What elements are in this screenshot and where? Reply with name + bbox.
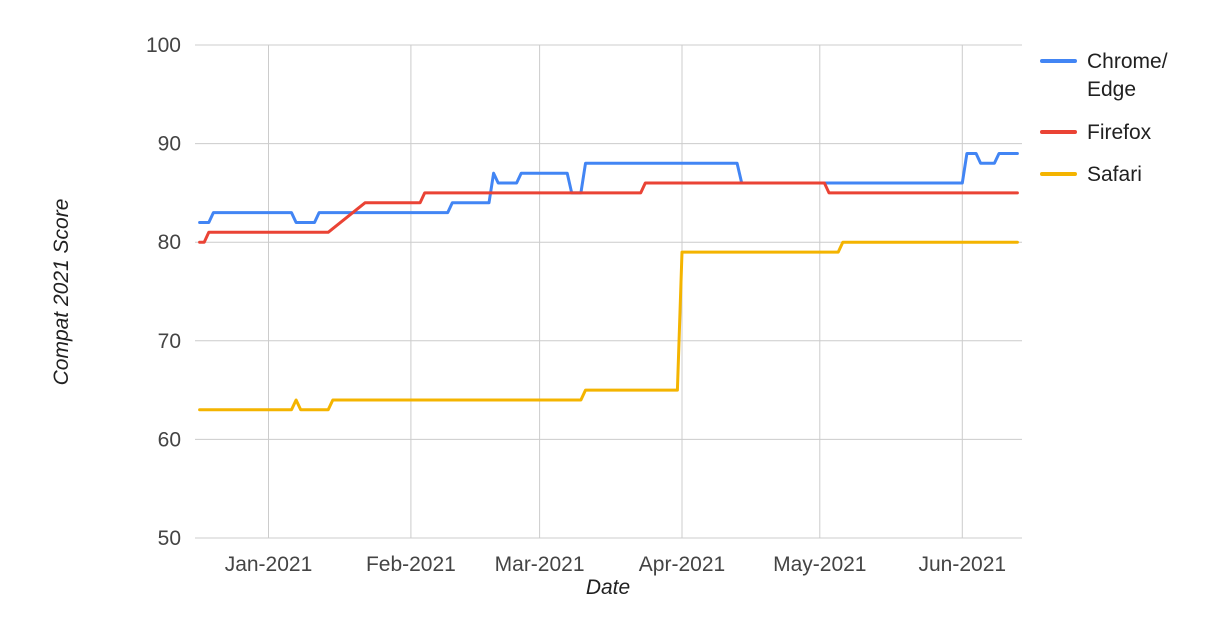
x-tick-label: Mar-2021	[495, 553, 585, 576]
legend-label: Firefox	[1087, 120, 1152, 144]
x-tick-label: Apr-2021	[639, 553, 725, 576]
series-line-firefox	[198, 181, 1019, 244]
legend-item-safari: Safari	[1040, 161, 1208, 189]
x-tick-label: Jan-2021	[225, 553, 313, 576]
legend-item-firefox: Firefox	[1040, 119, 1208, 147]
legend-label: Chrome/ Edge	[1087, 50, 1168, 102]
legend-swatch	[1040, 129, 1077, 134]
legend-label: Safari	[1087, 163, 1142, 187]
legend-swatch	[1040, 172, 1077, 177]
y-tick-label: 70	[158, 330, 181, 353]
x-tick-label: Feb-2021	[366, 553, 456, 576]
x-tick-label: May-2021	[773, 553, 866, 576]
x-axis-title: Date	[585, 576, 631, 599]
legend-swatch	[1040, 59, 1077, 63]
x-tick-label: Jun-2021	[919, 553, 1007, 576]
y-tick-label: 80	[158, 231, 181, 254]
y-axis-title: Compat 2021 Score	[50, 198, 73, 386]
series-line-safari	[198, 240, 1019, 412]
y-tick-label: 50	[158, 527, 181, 550]
y-tick-label: 90	[158, 133, 181, 156]
legend-item-chrome-edge: Chrome/ Edge	[1040, 48, 1208, 105]
y-tick-label: 60	[158, 428, 181, 451]
legend: Chrome/ Edge Firefox Safari	[1040, 48, 1208, 189]
y-tick-label: 100	[146, 34, 181, 57]
series-line-chrome-edge	[198, 152, 1019, 224]
